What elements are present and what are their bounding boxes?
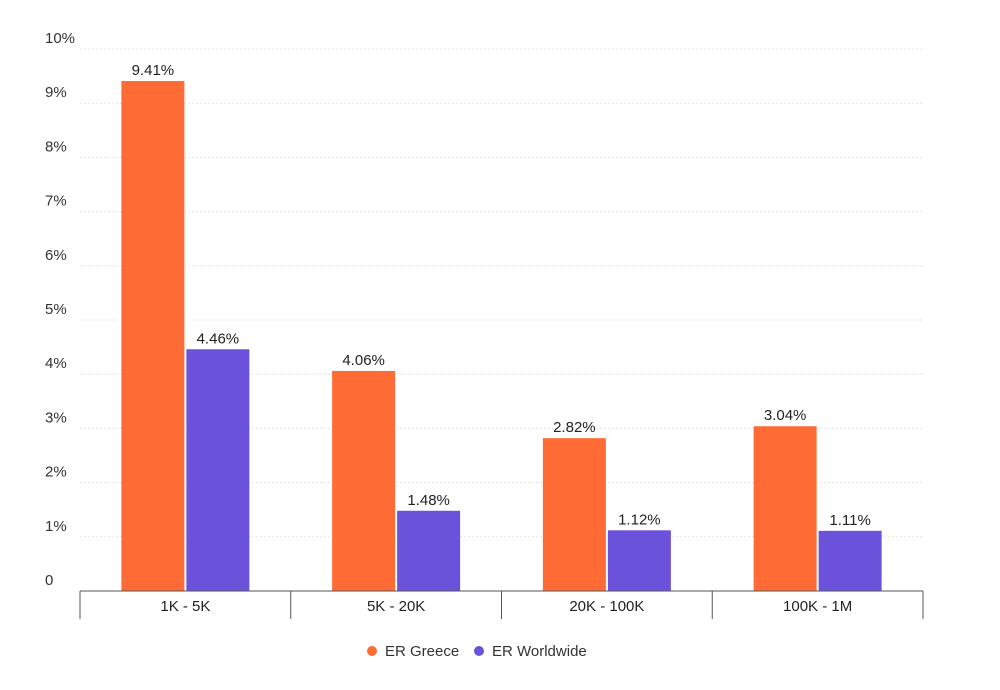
legend: ER Greece ER Worldwide (367, 643, 587, 660)
data-label: 2.82% (553, 419, 596, 436)
legend-label: ER Greece (385, 643, 459, 660)
data-label: 1.11% (829, 512, 870, 529)
x-tick-label: 100K - 1M (783, 598, 852, 615)
legend-marker (367, 646, 377, 656)
legend-item-er-greece: ER Greece (367, 643, 459, 660)
legend-label: ER Worldwide (492, 643, 587, 660)
x-tick-label: 20K - 100K (569, 598, 644, 615)
bar-er-worldwide (607, 530, 671, 591)
legend-item-er-worldwide: ER Worldwide (474, 643, 587, 660)
data-label: 1.12% (618, 511, 661, 528)
data-labels: 9.41% 4.46% 4.06% 1.48% 2.82% 1.12% 3.04% 1.11% (132, 62, 871, 529)
y-tick-label: 0 (45, 572, 53, 589)
y-tick-label: 5% (45, 301, 67, 318)
y-axis-tick-labels: 0 1% 2% 3% 4% 5% 6% 7% 8% 9% 10% (45, 30, 75, 589)
bar-er-greece (121, 80, 185, 591)
data-label: 3.04% (764, 407, 807, 424)
bars (121, 80, 882, 591)
data-label: 4.46% (197, 330, 240, 347)
bar-er-greece (542, 438, 606, 591)
bar-er-worldwide (818, 530, 882, 591)
y-tick-label: 7% (45, 193, 67, 210)
y-tick-label: 10% (45, 30, 75, 47)
x-axis: 1K - 5K 5K - 20K 20K - 100K 100K - 1M (79, 590, 924, 619)
x-tick-label: 5K - 20K (367, 598, 425, 615)
y-tick-label: 1% (45, 518, 67, 535)
y-tick-label: 3% (45, 409, 67, 426)
bar-er-worldwide (186, 349, 250, 591)
x-tick-label: 1K - 5K (160, 598, 210, 615)
y-tick-label: 6% (45, 247, 67, 264)
y-tick-label: 9% (45, 84, 67, 101)
data-label: 9.41% (132, 62, 175, 79)
bar-er-worldwide (397, 510, 461, 591)
data-label: 1.48% (407, 492, 450, 509)
data-label: 4.06% (342, 352, 385, 369)
bar-er-greece (753, 426, 817, 591)
y-tick-label: 8% (45, 138, 67, 155)
y-tick-label: 4% (45, 355, 67, 372)
legend-marker (474, 646, 484, 656)
y-tick-label: 2% (45, 464, 67, 481)
bar-er-greece (332, 370, 396, 591)
